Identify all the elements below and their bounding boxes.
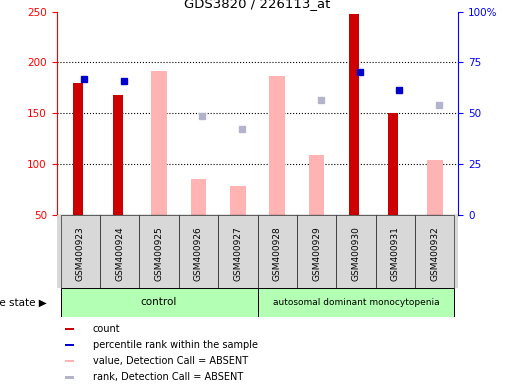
Title: GDS3820 / 226113_at: GDS3820 / 226113_at (184, 0, 331, 10)
Bar (427, 160, 442, 215)
Bar (375, 215, 415, 288)
Text: GSM400932: GSM400932 (430, 226, 439, 281)
Text: percentile rank within the sample: percentile rank within the sample (93, 340, 258, 350)
Bar (140, 215, 179, 288)
Text: GSM400928: GSM400928 (272, 226, 282, 281)
Bar (100, 215, 140, 288)
Text: GSM400931: GSM400931 (391, 226, 400, 281)
Text: disease state ▶: disease state ▶ (0, 297, 46, 308)
Text: GSM400929: GSM400929 (312, 226, 321, 281)
Bar (308, 155, 324, 215)
Bar (73, 83, 83, 215)
Text: GSM400930: GSM400930 (351, 226, 360, 281)
Text: GSM400923: GSM400923 (76, 226, 85, 281)
Bar (113, 95, 123, 215)
Text: GSM400925: GSM400925 (154, 226, 164, 281)
Bar (230, 185, 246, 215)
Bar (349, 13, 359, 215)
Bar (269, 76, 285, 215)
Bar (336, 215, 375, 288)
Bar (388, 113, 398, 215)
FancyBboxPatch shape (61, 288, 258, 317)
Bar (65, 344, 74, 346)
Bar (191, 179, 207, 215)
Bar (61, 215, 100, 288)
Bar (151, 71, 167, 215)
Bar (218, 215, 258, 288)
Bar (415, 215, 454, 288)
Bar (65, 328, 74, 330)
Text: value, Detection Call = ABSENT: value, Detection Call = ABSENT (93, 356, 248, 366)
Bar (65, 376, 74, 379)
Bar (258, 215, 297, 288)
Bar (65, 360, 74, 362)
Text: rank, Detection Call = ABSENT: rank, Detection Call = ABSENT (93, 372, 243, 382)
Text: GSM400926: GSM400926 (194, 226, 203, 281)
Text: autosomal dominant monocytopenia: autosomal dominant monocytopenia (272, 298, 439, 307)
Text: GSM400927: GSM400927 (233, 226, 243, 281)
Text: control: control (141, 297, 177, 308)
Text: GSM400924: GSM400924 (115, 226, 124, 281)
Bar (297, 215, 336, 288)
FancyBboxPatch shape (258, 288, 454, 317)
Text: count: count (93, 324, 121, 334)
Bar (179, 215, 218, 288)
